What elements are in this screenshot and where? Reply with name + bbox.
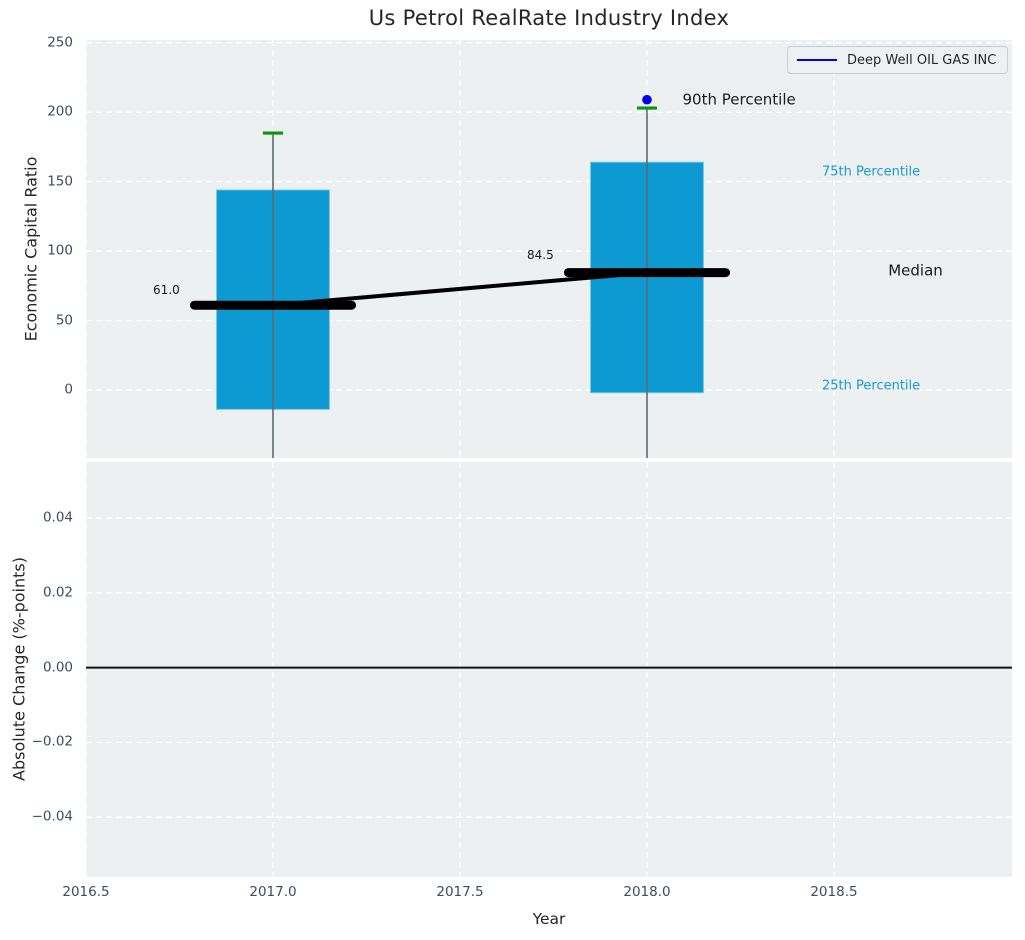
legend-label: Deep Well OIL GAS INC xyxy=(847,52,997,68)
legend-line-sample xyxy=(797,58,837,62)
y-tick-label-top: 100 xyxy=(47,242,73,259)
annotation-75th-percentile: 75th Percentile xyxy=(822,164,921,180)
y-tick-label-top: 0 xyxy=(64,381,73,398)
y-tick-label-bottom: 0.02 xyxy=(42,584,73,601)
annotation-61-0: 61.0 xyxy=(153,282,180,297)
median-trend-line xyxy=(272,270,648,308)
annotation-25th-percentile: 25th Percentile xyxy=(822,378,921,394)
y-tick-label-top: 150 xyxy=(47,172,73,189)
top-axes-canvas xyxy=(86,40,1012,458)
company-dot-2018 xyxy=(642,94,652,105)
annotation-median: Median xyxy=(888,261,943,280)
annotation-84-5: 84.5 xyxy=(527,248,554,263)
y-tick-label-bottom: −0.02 xyxy=(31,733,73,750)
x-tick-label: 2016.5 xyxy=(62,884,110,900)
legend: Deep Well OIL GAS INC xyxy=(787,46,1008,74)
x-tick-label: 2018.0 xyxy=(623,884,671,900)
x-tick-label: 2018.5 xyxy=(810,884,858,900)
y-tick-label-top: 50 xyxy=(55,311,73,328)
bottom-axes xyxy=(86,462,1012,877)
annotation-90th-percentile: 90th Percentile xyxy=(682,90,796,109)
y-tick-label-bottom: 0.00 xyxy=(42,658,73,675)
chart-title: Us Petrol RealRate Industry Index xyxy=(368,6,730,30)
x-tick-label: 2017.0 xyxy=(249,884,297,900)
y-tick-label-top: 250 xyxy=(47,34,73,51)
bottom-axes-canvas xyxy=(86,462,1012,877)
top-axes: 61.0 84.5 90th Percentile 75th Percentile Me… xyxy=(86,40,1012,458)
y-tick-label-top: 200 xyxy=(47,103,73,120)
y-tick-label-bottom: −0.04 xyxy=(31,808,73,825)
x-axis-label: Year xyxy=(532,910,566,928)
y-tick-label-bottom: 0.04 xyxy=(42,509,73,526)
x-tick-label: 2017.5 xyxy=(436,884,484,900)
